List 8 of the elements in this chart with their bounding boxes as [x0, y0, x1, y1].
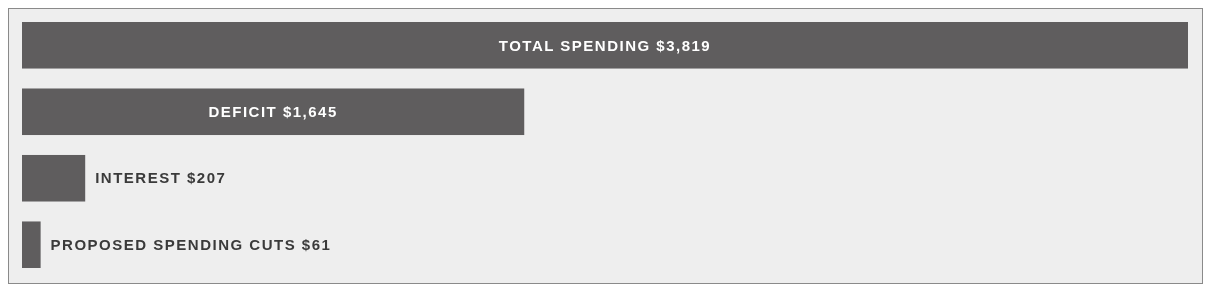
data-label: DEFICIT $1,645: [208, 103, 338, 121]
bar: [22, 88, 525, 136]
data-label: PROPOSED SPENDING CUTS $61: [50, 235, 332, 253]
bar: [22, 154, 86, 202]
data-label: INTEREST $207: [95, 169, 227, 187]
bar: [22, 22, 1188, 69]
bar: [22, 221, 41, 268]
data-label: TOTAL SPENDING $3,819: [498, 36, 712, 54]
